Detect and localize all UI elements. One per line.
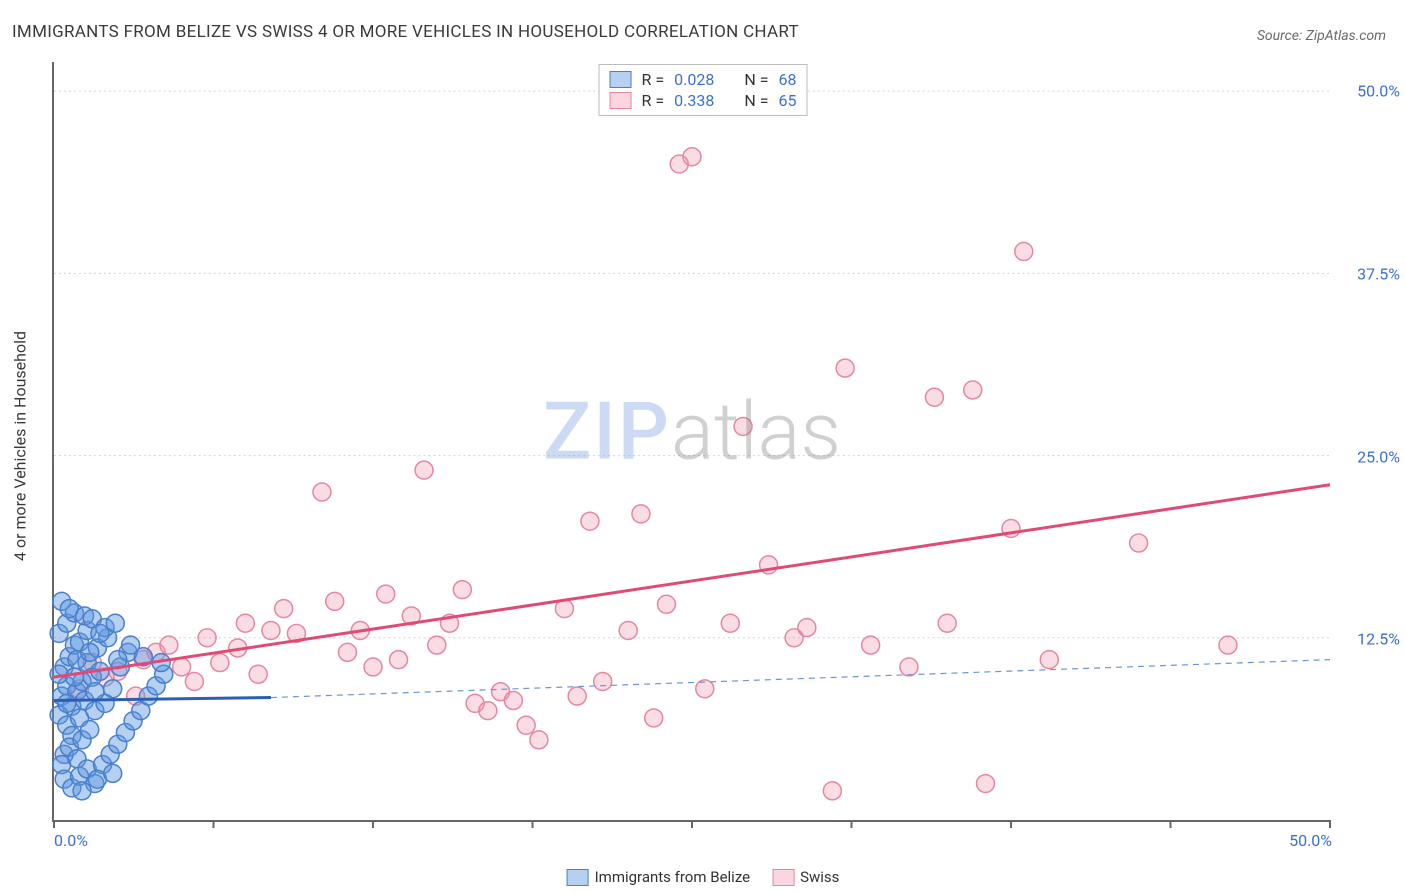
n-value-blue: 68 xyxy=(778,70,796,89)
x-tick-label: 0.0% xyxy=(54,831,88,850)
y-tick-label: 12.5% xyxy=(1357,630,1400,649)
y-axis-label: 4 or more Vehicles in Household xyxy=(11,331,30,561)
n-value-pink: 65 xyxy=(778,91,796,110)
correlation-legend: R = 0.028 N = 68 R = 0.338 N = 65 xyxy=(599,64,808,116)
legend-label-blue: Immigrants from Belize xyxy=(595,868,751,886)
legend-item-pink: Swiss xyxy=(772,868,839,886)
n-label: N = xyxy=(744,91,768,110)
swatch-pink xyxy=(772,869,794,886)
source-attribution: Source: ZipAtlas.com xyxy=(1257,28,1386,44)
plot-area: 25.0%50.0%12.5%37.5% 0.0%50.0% ZIPatlas xyxy=(52,62,1330,822)
y-tick-label: 37.5% xyxy=(1357,264,1400,283)
swatch-pink xyxy=(610,92,632,109)
swatch-blue xyxy=(567,869,589,886)
r-value-pink: 0.338 xyxy=(674,91,714,110)
r-label: R = xyxy=(642,91,665,110)
r-value-blue: 0.028 xyxy=(674,70,714,89)
n-label: N = xyxy=(744,70,768,89)
swatch-blue xyxy=(610,71,632,88)
series-legend: Immigrants from Belize Swiss xyxy=(567,868,840,886)
scatter-svg xyxy=(54,62,1330,820)
r-label: R = xyxy=(642,70,665,89)
legend-label-pink: Swiss xyxy=(800,868,839,886)
correlation-row-pink: R = 0.338 N = 65 xyxy=(610,90,797,111)
legend-item-blue: Immigrants from Belize xyxy=(567,868,751,886)
y-tick-label: 50.0% xyxy=(1357,82,1400,101)
correlation-row-blue: R = 0.028 N = 68 xyxy=(610,69,797,90)
chart-title: IMMIGRANTS FROM BELIZE VS SWISS 4 OR MOR… xyxy=(12,22,799,42)
x-tick-label: 50.0% xyxy=(1289,831,1332,850)
y-tick-label: 25.0% xyxy=(1357,447,1400,466)
